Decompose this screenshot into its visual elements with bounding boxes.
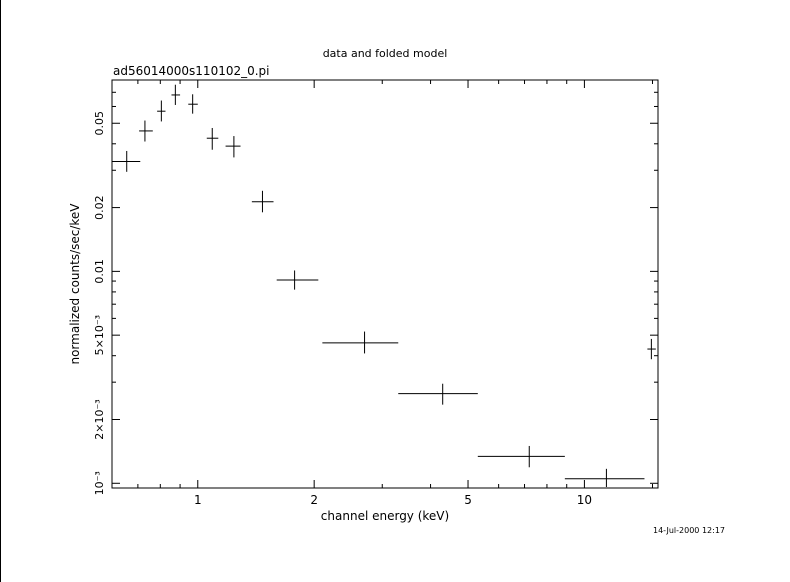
axis-tick-labels: 1 2 5 10 10⁻³ 2×10⁻³ 5×10⁻³ 0.01 0.02 0.05 <box>93 111 592 507</box>
timestamp: 14-Jul-2000 12:17 <box>653 526 725 535</box>
data-point <box>206 127 219 150</box>
y-tick-label: 0.01 <box>93 259 106 284</box>
data-point <box>477 445 565 468</box>
data-point <box>139 120 153 142</box>
data-points <box>112 84 656 488</box>
plot-frame <box>111 79 659 489</box>
x-tick-label: 5 <box>464 493 472 507</box>
data-point <box>322 331 399 354</box>
y-tick-label: 2×10⁻³ <box>93 399 106 439</box>
y-axis-label: normalized counts/sec/keV <box>68 203 82 365</box>
axis-ticks <box>111 79 658 488</box>
x-tick-label: 10 <box>577 493 592 507</box>
data-point <box>398 383 478 405</box>
y-tick-label: 0.02 <box>93 195 106 220</box>
y-tick-label: 10⁻³ <box>93 471 106 495</box>
x-tick-label: 1 <box>194 493 202 507</box>
chart-subtitle: ad56014000s110102_0.pi <box>113 64 270 78</box>
data-point <box>251 190 274 213</box>
chart-title: data and folded model <box>323 47 448 60</box>
data-point <box>276 270 319 290</box>
plot-area <box>111 79 659 489</box>
data-point <box>647 338 656 360</box>
data-point <box>225 136 241 158</box>
y-tick-label: 5×10⁻³ <box>93 315 106 355</box>
data-point <box>171 84 181 105</box>
x-tick-label: 2 <box>310 493 318 507</box>
data-point <box>188 94 198 114</box>
data-point <box>112 150 141 172</box>
y-tick-label: 0.05 <box>93 111 106 136</box>
data-point <box>564 468 645 488</box>
data-point <box>157 100 166 122</box>
x-axis-label: channel energy (keV) <box>321 509 449 523</box>
